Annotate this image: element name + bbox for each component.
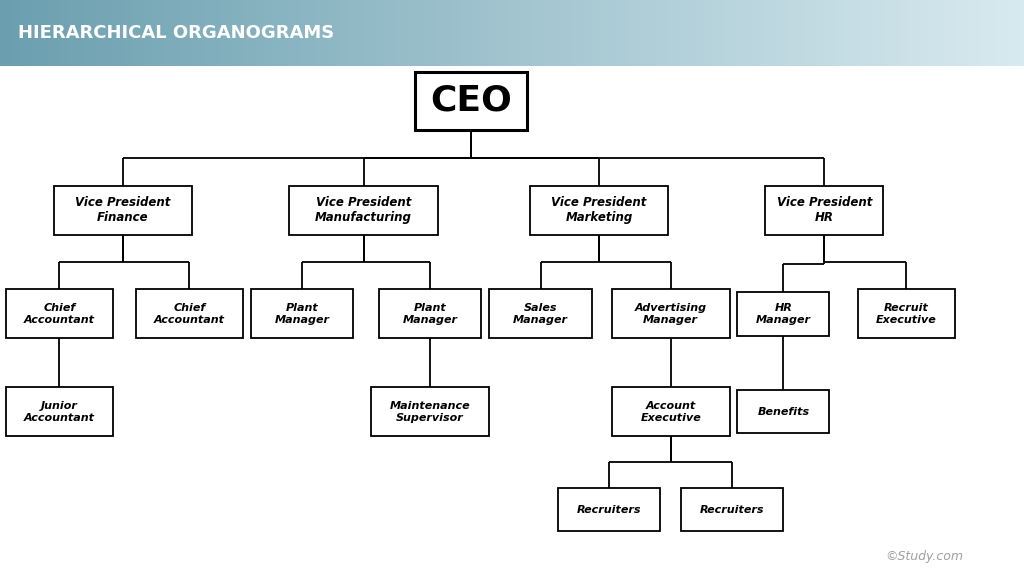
Text: Recruiters: Recruiters — [700, 505, 764, 515]
FancyBboxPatch shape — [737, 293, 829, 335]
Text: CEO: CEO — [430, 84, 512, 118]
Text: Maintenance
Supervisor: Maintenance Supervisor — [390, 401, 470, 423]
Text: Vice President
Manufacturing: Vice President Manufacturing — [315, 196, 412, 224]
FancyBboxPatch shape — [371, 388, 489, 437]
Text: ©Study.com: ©Study.com — [886, 550, 964, 563]
Text: Junior
Accountant: Junior Accountant — [24, 401, 95, 423]
FancyBboxPatch shape — [379, 289, 481, 338]
Text: HR
Manager: HR Manager — [756, 303, 811, 325]
Text: Account
Executive: Account Executive — [640, 401, 701, 423]
FancyBboxPatch shape — [135, 289, 244, 338]
FancyBboxPatch shape — [6, 289, 113, 338]
Text: Advertising
Manager: Advertising Manager — [635, 303, 707, 325]
FancyBboxPatch shape — [612, 388, 729, 437]
FancyBboxPatch shape — [558, 488, 660, 531]
Text: Plant
Manager: Plant Manager — [274, 303, 330, 325]
Text: Sales
Manager: Sales Manager — [513, 303, 568, 325]
FancyBboxPatch shape — [681, 488, 783, 531]
Text: HIERARCHICAL ORGANOGRAMS: HIERARCHICAL ORGANOGRAMS — [18, 24, 335, 42]
Text: Benefits: Benefits — [758, 407, 809, 417]
Text: Recruiters: Recruiters — [578, 505, 641, 515]
Text: Plant
Manager: Plant Manager — [402, 303, 458, 325]
FancyBboxPatch shape — [415, 72, 527, 130]
FancyBboxPatch shape — [766, 185, 883, 235]
FancyBboxPatch shape — [289, 185, 438, 235]
FancyBboxPatch shape — [489, 289, 592, 338]
FancyBboxPatch shape — [612, 289, 729, 338]
FancyBboxPatch shape — [251, 289, 353, 338]
Text: Recruit
Executive: Recruit Executive — [876, 303, 937, 325]
FancyBboxPatch shape — [858, 289, 954, 338]
FancyBboxPatch shape — [530, 185, 668, 235]
Text: Chief
Accountant: Chief Accountant — [24, 303, 95, 325]
FancyBboxPatch shape — [737, 391, 829, 434]
Text: Vice President
Marketing: Vice President Marketing — [551, 196, 647, 224]
FancyBboxPatch shape — [53, 185, 193, 235]
Text: Vice President
HR: Vice President HR — [776, 196, 872, 224]
Text: Chief
Accountant: Chief Accountant — [154, 303, 225, 325]
Text: Vice President
Finance: Vice President Finance — [75, 196, 171, 224]
FancyBboxPatch shape — [6, 388, 113, 437]
